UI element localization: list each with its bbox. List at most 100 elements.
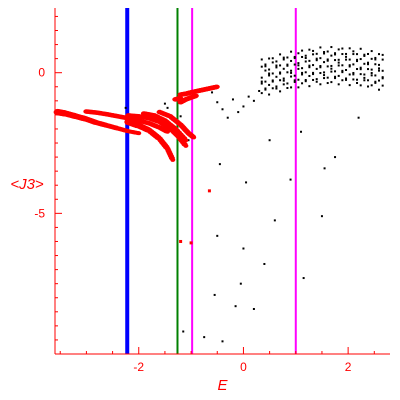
black-cloud-point-146 [297, 62, 300, 65]
black-cloud-point-170 [260, 58, 263, 61]
red-point-165 [183, 143, 189, 148]
black-cloud-point-176 [282, 56, 285, 59]
black-cloud-point-142 [282, 58, 285, 61]
black-cloud-point-79 [301, 71, 304, 74]
black-cloud-point-36 [268, 83, 271, 86]
black-cloud-point-186 [319, 46, 322, 49]
red-marker-series [53, 84, 220, 245]
black-cloud-point-78 [297, 67, 300, 70]
x-axis-label: E [217, 377, 228, 394]
black-cloud-point-148 [304, 57, 307, 60]
black-cloud-point-179 [293, 55, 296, 58]
black-cloud-point-49 [315, 78, 318, 81]
black-point-34 [357, 116, 360, 119]
black-cloud-point-156 [334, 53, 337, 56]
black-cloud-point-188 [326, 50, 329, 53]
x-tick-label: 2 [345, 360, 352, 374]
black-cloud-point-33 [381, 84, 384, 87]
black-point-27 [213, 293, 216, 296]
black-point-32 [221, 340, 224, 343]
black-cloud-point-84 [319, 66, 322, 69]
black-cloud-point-40 [282, 79, 285, 82]
black-cloud-point-129 [359, 66, 362, 69]
black-cloud-point-149 [308, 59, 311, 62]
black-point-5 [187, 139, 190, 142]
black-cloud-point-63 [367, 79, 370, 82]
black-cloud-point-46 [304, 78, 307, 81]
black-cloud-point-103 [264, 69, 267, 72]
black-cloud-point-138 [268, 68, 271, 71]
black-point-24 [263, 262, 266, 265]
black-cloud-point-41 [286, 82, 289, 85]
black-point-21 [273, 219, 276, 222]
black-cloud-point-24 [348, 84, 351, 87]
black-point-23 [242, 247, 245, 250]
black-cloud-point-144 [290, 59, 293, 62]
black-cloud-point-42 [290, 75, 293, 78]
black-point-7 [216, 101, 219, 104]
black-cloud-point-190 [334, 52, 337, 55]
black-cloud-point-121 [330, 64, 333, 67]
black-cloud-point-136 [260, 65, 263, 68]
black-point-4 [179, 115, 182, 118]
black-cloud-point-140 [275, 64, 278, 67]
black-cloud-point-180 [297, 52, 300, 55]
black-cloud-point-168 [378, 63, 381, 66]
red-point-284 [178, 96, 184, 101]
axes [54, 8, 390, 355]
black-cloud-point-0 [260, 92, 263, 95]
y-axis-label: <J3> [10, 176, 44, 193]
black-cloud-point-114 [304, 60, 307, 63]
black-cloud-point-4 [275, 87, 278, 90]
red-isolated-point-0 [207, 189, 211, 193]
black-cloud-point-56 [341, 71, 344, 74]
black-cloud-point-87 [330, 67, 333, 70]
red-isolated-point-1 [179, 239, 183, 243]
black-cloud-point-75 [286, 71, 289, 74]
black-cloud-point-98 [370, 72, 373, 75]
black-cloud-point-155 [330, 54, 333, 57]
black-cloud-point-159 [345, 55, 348, 58]
black-cloud-point-109 [286, 64, 289, 67]
black-cloud-point-117 [315, 59, 318, 62]
black-cloud-point-175 [279, 53, 282, 56]
black-cloud-point-150 [312, 53, 315, 56]
black-cloud-point-72 [275, 75, 278, 78]
reference-lines [125, 8, 297, 354]
black-cloud-point-65 [374, 80, 377, 83]
black-cloud-point-199 [367, 52, 370, 55]
black-cloud-point-15 [315, 80, 318, 83]
black-cloud-point-68 [260, 80, 263, 83]
black-point-18 [289, 178, 292, 181]
black-cloud-point-3 [271, 87, 274, 90]
black-cloud-point-60 [356, 78, 359, 81]
black-cloud-point-27 [359, 84, 362, 87]
black-cloud-point-16 [319, 83, 322, 86]
black-cloud-point-12 [304, 80, 307, 83]
black-cloud-point-192 [341, 47, 344, 50]
black-cloud-point-25 [352, 78, 355, 81]
black-cloud-point-196 [356, 53, 359, 56]
black-point-33 [334, 156, 337, 159]
black-point-9 [226, 116, 229, 119]
black-cloud-point-64 [370, 74, 373, 77]
black-cloud-point-31 [374, 81, 377, 84]
black-cloud-point-83 [315, 67, 318, 70]
black-cloud-point-89 [337, 64, 340, 67]
black-cloud-point-195 [352, 50, 355, 53]
black-cloud-point-113 [301, 67, 304, 70]
black-point-19 [323, 167, 326, 170]
black-cloud-point-119 [323, 61, 326, 64]
black-cloud-point-8 [290, 86, 293, 89]
black-cloud-point-76 [290, 71, 293, 74]
black-cloud-point-37 [271, 80, 274, 83]
black-cloud-point-145 [293, 57, 296, 60]
black-point-22 [320, 215, 323, 218]
red-point-277 [193, 93, 199, 98]
black-cloud-point-130 [363, 62, 366, 65]
black-cloud-point-35 [264, 87, 267, 90]
black-cloud-point-55 [337, 74, 340, 77]
black-cloud-point-164 [363, 54, 366, 57]
black-cloud-point-132 [370, 68, 373, 71]
